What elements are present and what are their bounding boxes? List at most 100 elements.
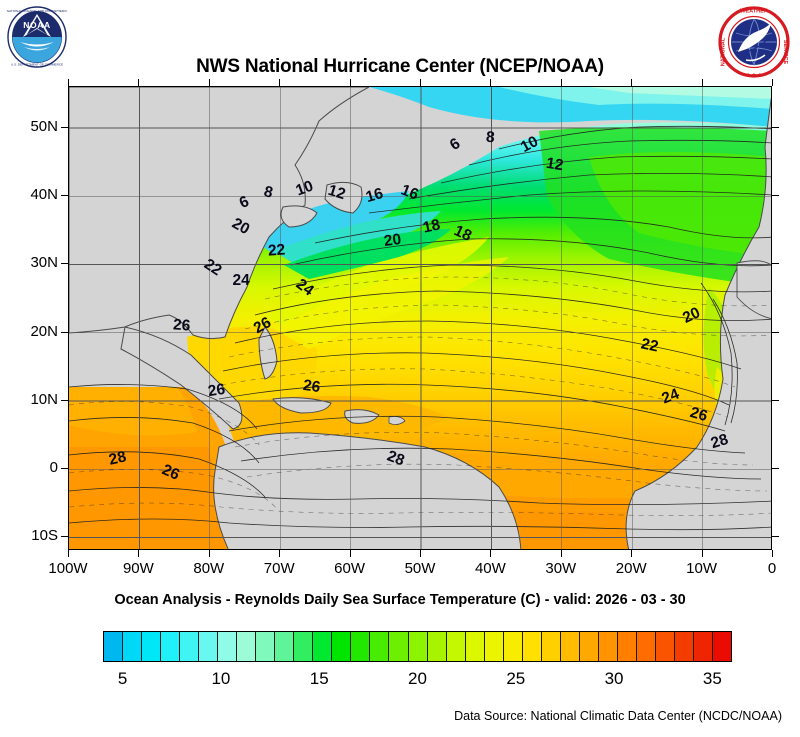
x-tick [208, 550, 210, 557]
colorbar-cell [104, 632, 124, 661]
colorbar-tick-label: 35 [702, 669, 722, 688]
y-tick [772, 536, 779, 538]
nws-logo: WEATHER NATIONAL SERVICE ★ ★ ★ [718, 6, 790, 79]
x-tick [631, 79, 633, 86]
x-tick [138, 79, 140, 86]
colorbar-cell [256, 632, 276, 661]
x-tick [490, 79, 492, 86]
x-tick [420, 550, 421, 557]
map-subtitle: Ocean Analysis - Reynolds Daily Sea Surf… [114, 592, 686, 608]
colorbar-cell [541, 632, 561, 661]
colorbar-cell [123, 632, 143, 661]
x-tick [772, 550, 773, 557]
colorbar-cell [199, 632, 219, 661]
x-tick [279, 550, 281, 557]
x-tick [208, 79, 210, 86]
colorbar-tick-label: 25 [506, 669, 526, 688]
colorbar-tick-label: 5 [117, 669, 128, 688]
svg-text:U.S. DEPARTMENT OF COMMERCE: U.S. DEPARTMENT OF COMMERCE [11, 63, 63, 67]
x-axis-label: 60W [334, 560, 366, 577]
colorbar-cell [579, 632, 599, 661]
x-tick [560, 79, 562, 86]
colorbar-cell [180, 632, 200, 661]
colorbar-cell [313, 632, 333, 661]
noaa-logo: NOAA NATIONAL OCEANIC AND ATMOSPHERIC U.… [7, 6, 68, 68]
colorbar-cell [332, 632, 352, 661]
x-axis-label: 80W [193, 560, 225, 577]
x-axis-label: 70W [263, 560, 295, 577]
x-tick [349, 79, 351, 86]
x-axis-label: 90W [122, 560, 154, 577]
page-title: NWS National Hurricane Center (NCEP/NOAA… [196, 56, 604, 77]
colorbar-cell [294, 632, 314, 661]
colorbar-cell [465, 632, 485, 661]
x-axis-label: 20W [615, 560, 647, 577]
y-axis-label: 50N [30, 117, 58, 135]
y-axis-label: 10N [30, 390, 58, 408]
colorbar-cell [522, 632, 542, 661]
colorbar-cell [713, 632, 732, 661]
y-tick [61, 126, 68, 128]
colorbar [103, 631, 732, 662]
colorbar-cell [503, 632, 523, 661]
svg-text:NOAA: NOAA [23, 20, 50, 30]
colorbar-tick-label: 15 [309, 669, 329, 688]
colorbar-cell [370, 632, 390, 661]
svg-text:NATIONAL: NATIONAL [721, 37, 727, 66]
y-tick [772, 195, 779, 197]
y-tick [772, 399, 779, 401]
x-tick [138, 550, 140, 557]
svg-text:SERVICE: SERVICE [782, 40, 788, 65]
x-tick [420, 79, 421, 86]
colorbar-cell [446, 632, 466, 661]
svg-text:WEATHER: WEATHER [740, 9, 768, 15]
colorbar-tick-label: 30 [604, 669, 624, 688]
svg-text:NATIONAL OCEANIC AND ATMOSPHER: NATIONAL OCEANIC AND ATMOSPHERIC [7, 9, 68, 13]
x-tick [631, 550, 633, 557]
y-axis-label: 10S [31, 527, 58, 545]
colorbar-cell [275, 632, 295, 661]
y-tick [61, 536, 68, 538]
x-axis-label: 0 [767, 560, 777, 577]
colorbar-cell [693, 632, 713, 661]
colorbar-cell [598, 632, 618, 661]
colorbar-cell [427, 632, 447, 661]
colorbar-cell [408, 632, 428, 661]
x-tick [701, 550, 703, 557]
x-axis-label: 10W [686, 560, 718, 577]
colorbar-cell [636, 632, 656, 661]
colorbar-cell [237, 632, 257, 661]
map-plot-area: 6 8 10 12 6 8 10 12 16 16 18 18 20 20 22 22 24 24 26 26 26 20… [61, 79, 779, 557]
colorbar-cell [351, 632, 371, 661]
colorbar-cells [103, 631, 732, 662]
y-axis-label: 40N [30, 186, 58, 204]
x-tick [560, 550, 562, 557]
colorbar-tick-label: 10 [211, 669, 231, 688]
x-axis-label: 40W [474, 560, 506, 577]
x-axis-label: 100W [48, 560, 88, 577]
y-tick [61, 331, 68, 333]
y-tick [772, 126, 779, 128]
x-tick [349, 550, 351, 557]
y-tick [772, 468, 779, 470]
x-axis-label: 30W [545, 560, 577, 577]
colorbar-cell [655, 632, 675, 661]
x-tick [772, 79, 773, 86]
colorbar-cell [161, 632, 181, 661]
svg-text:★ ★ ★: ★ ★ ★ [746, 73, 763, 79]
y-tick [61, 195, 68, 197]
colorbar-tick-label: 20 [408, 669, 427, 688]
y-axis-label: 0 [49, 459, 58, 477]
x-tick [68, 79, 69, 86]
sst-map [69, 87, 771, 549]
y-axis-label: 30N [30, 254, 58, 272]
y-axis-label: 20N [30, 322, 58, 340]
map-frame: 6 8 10 12 6 8 10 12 16 16 18 18 20 20 22 22 24 24 26 26 26 20… [68, 86, 772, 550]
colorbar-cell [617, 632, 637, 661]
colorbar-cell [218, 632, 238, 661]
x-axis-label: 50W [404, 560, 436, 577]
data-source-note: Data Source: National Climatic Data Cent… [454, 709, 782, 723]
x-tick [279, 79, 281, 86]
colorbar-cell [142, 632, 162, 661]
y-tick [772, 263, 779, 265]
